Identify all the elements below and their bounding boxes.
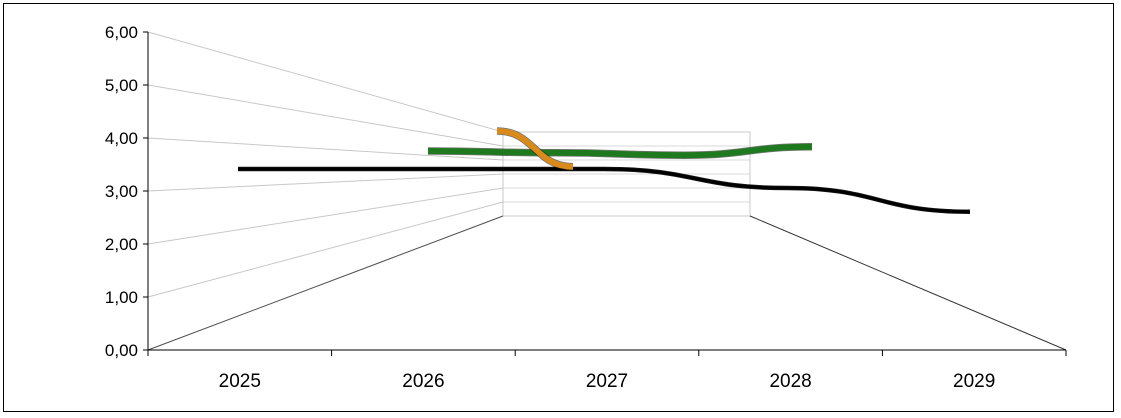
gridline: [147, 84, 504, 147]
gridline: [147, 187, 504, 245]
gridline: [147, 201, 504, 298]
series-line: [237, 167, 971, 214]
gridline: [147, 31, 504, 133]
series-line: [496, 128, 574, 170]
y-tick-label: 3,00: [105, 182, 138, 201]
x-tick-label: 2029: [953, 371, 995, 392]
y-tick-label: 0,00: [105, 341, 138, 360]
series-3: [496, 127, 574, 171]
x-tick-label: 2028: [769, 371, 811, 392]
gridline: [147, 173, 504, 192]
y-tick-label: 6,00: [105, 23, 138, 42]
y-tick-label: 1,00: [105, 288, 138, 307]
floor-edge-left: [147, 215, 504, 351]
series-1: [237, 166, 971, 214]
x-tick-label: 2027: [586, 371, 628, 392]
x-tick-label: 2026: [402, 371, 444, 392]
y-tick-labels: 0,00 1,00 2,00 3,00 4,00 5,00 6,00: [105, 23, 138, 360]
y-tick-label: 4,00: [105, 129, 138, 148]
gridline: [147, 137, 504, 161]
series-2: [427, 143, 813, 159]
floor-edge-right: [749, 215, 1067, 351]
back-wall-outline: [502, 131, 751, 217]
gridlines: [147, 31, 750, 351]
y-tick-label: 2,00: [105, 235, 138, 254]
back-wall: [147, 131, 1067, 351]
axes: [143, 31, 1067, 356]
series-line: [427, 143, 813, 159]
x-tick-labels: 2025 2026 2027 2028 2029: [219, 371, 996, 392]
series-lines: [237, 127, 971, 214]
y-tick-label: 5,00: [105, 76, 138, 95]
series-line-edge: [237, 166, 971, 214]
x-tick-label: 2025: [219, 371, 261, 392]
